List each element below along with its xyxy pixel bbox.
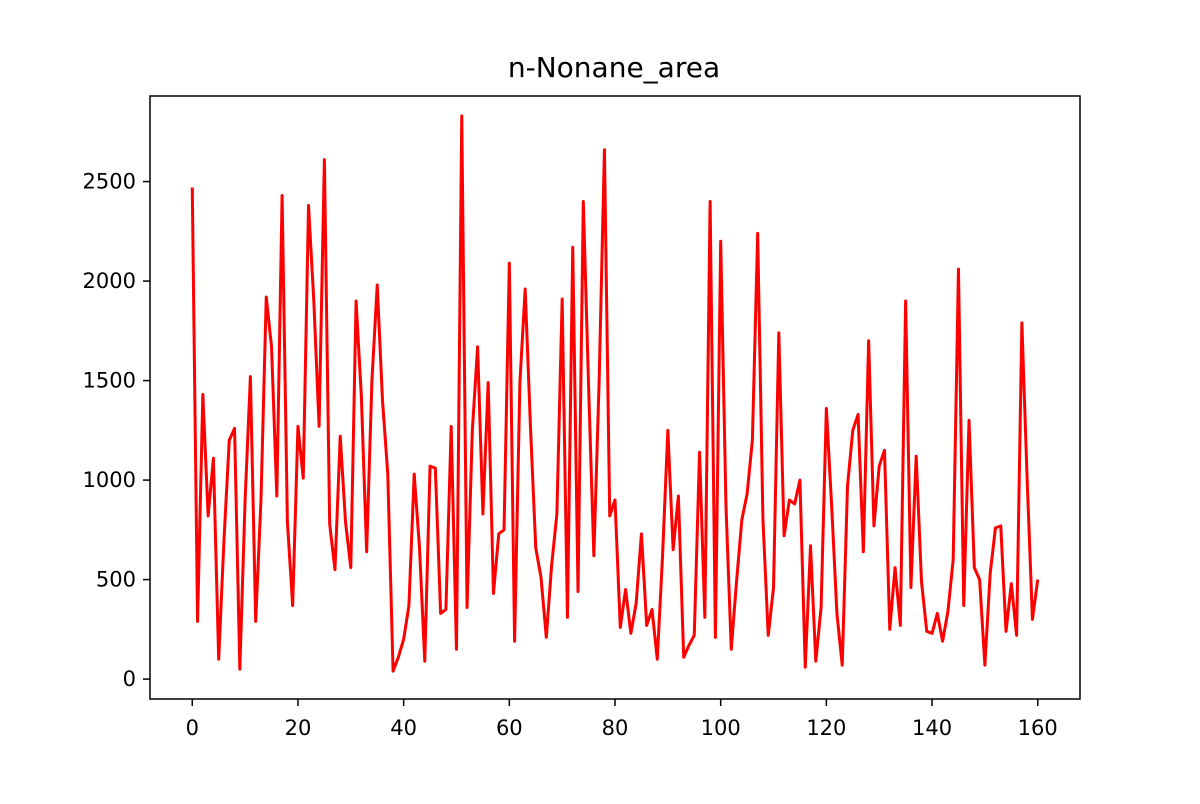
plot-frame — [149, 95, 1081, 700]
y-tick-label: 0 — [123, 667, 136, 691]
y-tick-label: 500 — [96, 568, 136, 592]
x-tick-label: 20 — [285, 716, 312, 740]
y-axis: 0 500 1000 1500 2000 2500 — [83, 170, 150, 691]
y-tick-label: 1500 — [83, 369, 136, 393]
series-line — [190, 114, 1040, 673]
y-tick-label: 2500 — [83, 170, 136, 194]
x-tick-label: 0 — [186, 716, 199, 740]
y-tick-label: 2000 — [83, 269, 136, 293]
x-tick-label: 120 — [806, 716, 846, 740]
x-tick-label: 100 — [701, 716, 741, 740]
x-axis: 0 20 40 60 80 100 120 140 160 — [186, 699, 1058, 740]
x-tick-label: 40 — [390, 716, 417, 740]
x-tick-label: 140 — [912, 716, 952, 740]
y-tick-label: 1000 — [83, 468, 136, 492]
chart-title: n-Nonane_area — [508, 51, 720, 84]
x-tick-label: 60 — [496, 716, 523, 740]
x-tick-label: 80 — [602, 716, 629, 740]
plot-area — [190, 114, 1040, 673]
x-tick-label: 160 — [1018, 716, 1058, 740]
